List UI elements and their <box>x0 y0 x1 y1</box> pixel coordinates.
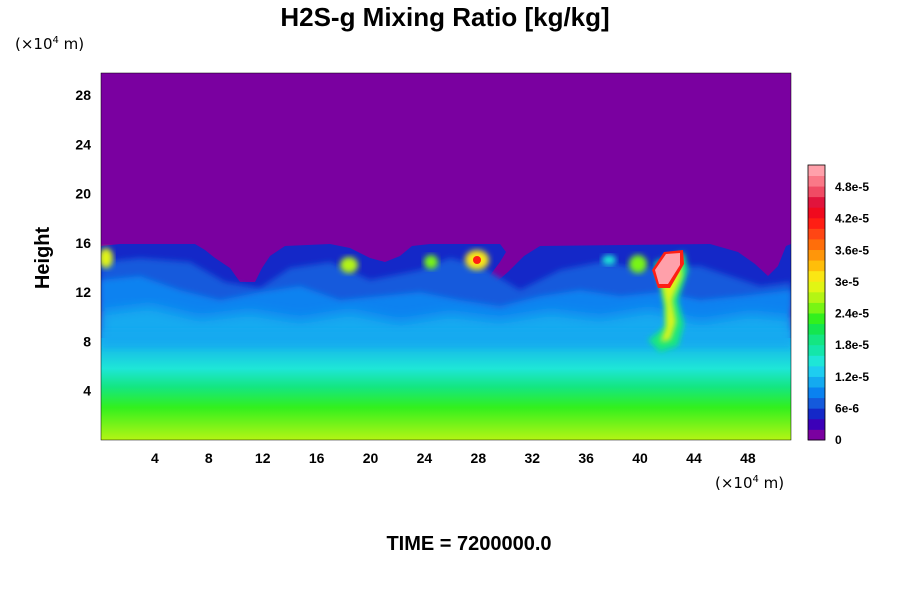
y-tick-label: 24 <box>75 136 91 152</box>
colorbar-swatch <box>808 165 825 176</box>
x-tick-label: 12 <box>255 450 271 466</box>
heatmap-lower-soft-edge <box>101 330 791 348</box>
x-unit-suffix: m) <box>759 474 784 492</box>
colorbar-swatch <box>808 228 825 240</box>
colorbar-tick-label: 3.6e-5 <box>835 243 869 257</box>
colorbar-swatch <box>808 365 825 377</box>
colorbar-swatch <box>808 186 825 198</box>
colorbar-tick-label: 1.8e-5 <box>835 338 869 352</box>
colorbar-swatch <box>808 260 825 272</box>
colorbar-swatch <box>808 249 825 261</box>
colorbar-swatch <box>808 217 825 229</box>
colorbar-tick-label: 6e-6 <box>835 401 859 415</box>
heatmap-plot-area <box>101 73 791 440</box>
colorbar-swatch <box>808 207 825 219</box>
y-tick-label: 20 <box>75 186 91 202</box>
colorbar-swatch <box>808 397 825 409</box>
y-tick-label: 4 <box>83 383 91 399</box>
x-tick-label: 28 <box>471 450 487 466</box>
y-axis-unit-label: (×104 m) <box>15 35 84 53</box>
colorbar-tick-label: 4.2e-5 <box>835 212 869 226</box>
heatmap-blob-x18 <box>340 257 358 273</box>
colorbar-swatch <box>808 291 825 303</box>
colorbar-frame <box>807 164 826 441</box>
x-tick-label: 48 <box>740 450 756 466</box>
x-tick-label: 8 <box>205 450 213 466</box>
x-unit-prefix: (×10 <box>715 474 753 492</box>
colorbar-swatch <box>808 313 825 325</box>
colorbar-swatch <box>808 175 825 187</box>
colorbar-swatch <box>808 239 825 251</box>
x-tick-label: 16 <box>309 450 325 466</box>
heatmap-lower-gradient <box>101 338 791 440</box>
x-axis-unit-label: (×104 m) <box>715 474 784 492</box>
colorbar-swatch <box>808 376 825 388</box>
heatmap-blob-x40 <box>629 255 647 273</box>
chart-title: H2S-g Mixing Ratio [kg/kg] <box>280 2 609 32</box>
colorbar-swatch <box>808 323 825 335</box>
colorbar-swatch <box>808 429 825 441</box>
x-tick-label: 44 <box>686 450 702 466</box>
colorbar-swatch <box>808 302 825 314</box>
y-tick-label: 12 <box>75 284 91 300</box>
y-unit-suffix: m) <box>59 35 84 53</box>
colorbar-tick-label: 2.4e-5 <box>835 307 869 321</box>
colorbar-swatch <box>808 387 825 399</box>
colorbar-tick-label: 1.2e-5 <box>835 370 869 384</box>
colorbar-swatch <box>808 355 825 367</box>
y-axis-label: Height <box>32 227 54 290</box>
colorbar-tick-label: 4.8e-5 <box>835 180 869 194</box>
x-tick-label: 32 <box>524 450 540 466</box>
colorbar-tick-label: 3e-5 <box>835 275 859 289</box>
colorbar-swatch <box>808 344 825 356</box>
plot-frame <box>100 72 792 441</box>
time-label: TIME = 7200000.0 <box>386 533 551 555</box>
x-unit-exponent: 4 <box>753 474 759 485</box>
x-tick-label: 36 <box>578 450 594 466</box>
x-tick-label: 40 <box>632 450 648 466</box>
heatmap-blob-x28-core <box>473 256 481 264</box>
x-tick-label: 24 <box>417 450 433 466</box>
y-unit-exponent: 4 <box>53 35 59 46</box>
heatmap-plume-peak <box>655 253 680 284</box>
heatmap-blob-x38 <box>602 255 616 265</box>
x-tick-label: 20 <box>363 450 379 466</box>
colorbar: 0 6e-6 1.2e-5 1.8e-5 2.4e-5 3e-5 3.6e-5 4.2e-5 4… <box>807 164 869 447</box>
x-axis-ticks: 4 8 12 16 20 24 28 32 36 40 44 48 <box>151 450 756 466</box>
colorbar-swatch <box>808 334 825 346</box>
heatmap-blob-x25 <box>424 255 438 269</box>
colorbar-swatch <box>808 418 825 430</box>
y-tick-label: 28 <box>75 87 91 103</box>
colorbar-tick-label: 0 <box>835 433 842 447</box>
y-tick-label: 8 <box>83 333 91 349</box>
y-tick-label: 16 <box>75 235 91 251</box>
colorbar-swatch <box>808 270 825 282</box>
x-tick-label: 4 <box>151 450 159 466</box>
y-axis-ticks: 4 8 12 16 20 24 28 <box>75 87 91 399</box>
heatmap-blob-left-edge <box>101 248 113 268</box>
colorbar-swatch <box>808 408 825 420</box>
colorbar-swatch <box>808 196 825 208</box>
colorbar-swatch <box>808 281 825 293</box>
y-unit-prefix: (×10 <box>15 35 53 53</box>
